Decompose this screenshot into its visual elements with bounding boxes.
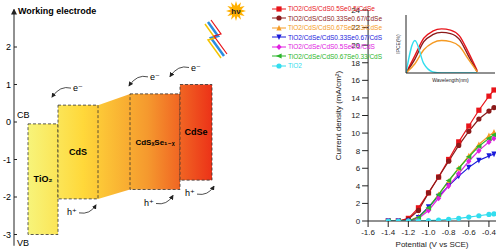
svg-text:16: 16 [351, 76, 360, 85]
svg-text:12: 12 [351, 111, 360, 120]
svg-text:CdS: CdS [69, 147, 87, 157]
svg-text:TiO₂: TiO₂ [34, 174, 53, 184]
svg-text:e⁻: e⁻ [191, 63, 201, 73]
svg-text:Potential (V vs SCE): Potential (V vs SCE) [396, 240, 469, 249]
svg-text:h⁺: h⁺ [67, 207, 77, 217]
svg-text:14: 14 [351, 94, 360, 103]
svg-text:-0.6: -0.6 [462, 228, 476, 237]
svg-text:CB: CB [17, 110, 30, 120]
svg-text:2: 2 [356, 199, 361, 208]
svg-text:0: 0 [356, 217, 361, 226]
svg-text:-2: -2 [3, 192, 11, 202]
svg-text:VB: VB [17, 238, 29, 248]
svg-text:-1.0: -1.0 [422, 228, 436, 237]
svg-text:e⁻: e⁻ [73, 83, 83, 93]
svg-text:-1.4: -1.4 [381, 228, 395, 237]
svg-text:0: 0 [6, 117, 11, 127]
svg-text:h⁺: h⁺ [144, 198, 154, 208]
svg-text:Wavelength(nm): Wavelength(nm) [432, 77, 469, 83]
svg-text:10: 10 [351, 129, 360, 138]
svg-text:CdSₓSe₁₋ₓ: CdSₓSe₁₋ₓ [135, 138, 174, 147]
svg-text:-1: -1 [3, 155, 11, 165]
svg-text:22: 22 [351, 23, 360, 32]
svg-text:1: 1 [6, 80, 11, 90]
svg-text:18: 18 [351, 59, 360, 68]
svg-text:Current density (mA/cm²): Current density (mA/cm²) [334, 70, 343, 160]
svg-text:hν: hν [231, 7, 241, 16]
svg-text:e⁻: e⁻ [150, 72, 160, 82]
svg-text:8: 8 [356, 147, 361, 156]
svg-text:IPCE(%): IPCE(%) [396, 34, 401, 54]
svg-text:-1.2: -1.2 [401, 228, 415, 237]
svg-text:-0.8: -0.8 [442, 228, 456, 237]
svg-text:h⁺: h⁺ [185, 188, 195, 198]
svg-text:2: 2 [6, 42, 11, 52]
svg-text:6: 6 [356, 164, 361, 173]
svg-text:20: 20 [351, 41, 360, 50]
svg-text:24: 24 [351, 6, 360, 15]
svg-text:Working electrode: Working electrode [18, 6, 96, 16]
svg-text:-3: -3 [3, 230, 11, 240]
svg-text:-1.6: -1.6 [361, 228, 375, 237]
svg-text:-0.4: -0.4 [482, 228, 496, 237]
svg-text:CdSe: CdSe [184, 127, 207, 137]
svg-text:4: 4 [356, 182, 361, 191]
